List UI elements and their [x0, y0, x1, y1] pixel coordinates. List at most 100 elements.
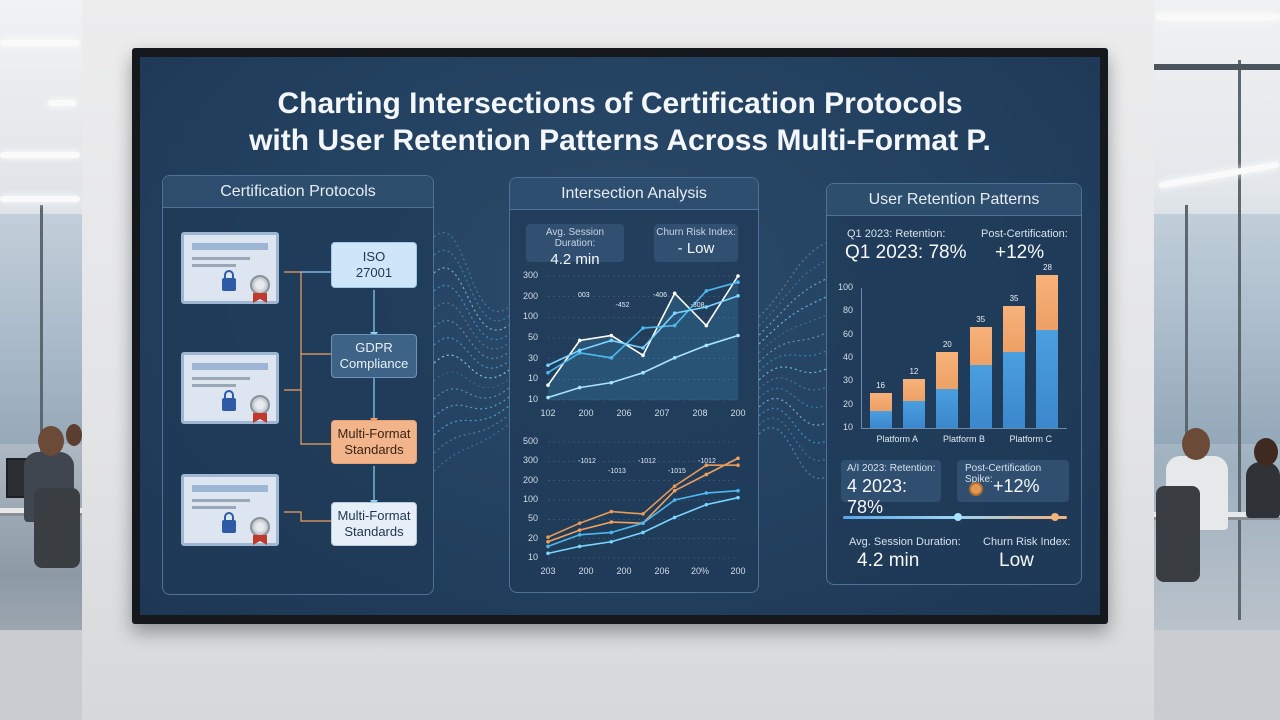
ceiling-light	[48, 100, 76, 106]
mfs2-node-line2: Standards	[344, 524, 404, 539]
data-point	[641, 530, 645, 535]
y-tick-label: 10	[527, 394, 538, 404]
certificate-card[interactable]	[181, 232, 279, 304]
multi-format-standards-node-2[interactable]: Multi-Format Standards	[331, 502, 417, 546]
ceiling-light	[0, 152, 80, 158]
x-tick-label: 203	[540, 566, 556, 576]
y-tick-label: 300	[522, 455, 538, 466]
multi-format-standards-node[interactable]: Multi-Format Standards	[331, 420, 417, 464]
y-tick-label: 200	[522, 474, 538, 485]
retention-slider-handle[interactable]	[954, 513, 962, 521]
x-tick-label: 208	[692, 408, 708, 418]
point-label: -452	[615, 302, 630, 309]
data-stream-line	[433, 354, 510, 379]
gdpr-compliance-node[interactable]: GDPR Compliance	[331, 334, 417, 378]
data-stream-line	[433, 396, 510, 418]
point-label: -406	[653, 292, 668, 299]
bar-value-label: 12	[909, 367, 919, 376]
retention-summary-label: A/I 2023: Retention:	[847, 463, 936, 474]
x-tick-label: 206	[654, 566, 670, 576]
y-tick-label: 100	[522, 494, 538, 504]
y-tick-label: 50	[527, 513, 538, 524]
data-point	[672, 323, 677, 328]
spike-label: Post-Certification Spike:	[965, 463, 1042, 485]
iso-27001-node[interactable]: ISO 27001	[331, 242, 417, 288]
data-stream-line	[758, 332, 827, 363]
data-stream-line	[758, 296, 827, 345]
data-point	[641, 512, 645, 516]
mfs2-node-line1: Multi-Format	[337, 508, 411, 523]
data-point	[609, 380, 614, 385]
data-point	[704, 463, 709, 467]
window-frame	[1185, 205, 1188, 455]
data-stream-line	[758, 417, 827, 462]
office-chair	[1156, 486, 1200, 582]
data-stream-line	[433, 405, 510, 436]
churn-risk-label: Churn Risk Index:	[656, 227, 736, 238]
intersection-analysis-header: Intersection Analysis	[510, 178, 758, 210]
office-worker-head	[1182, 428, 1210, 460]
ceiling-light	[0, 196, 80, 202]
data-point	[641, 346, 645, 350]
series-area	[548, 276, 738, 400]
category-label: Platform C	[1009, 434, 1053, 444]
data-point	[546, 544, 550, 549]
post-certification-value: +12%	[995, 242, 1045, 263]
data-point	[736, 294, 740, 298]
x-tick-label: 20%	[690, 566, 709, 576]
x-tick-label: 200	[616, 566, 632, 576]
data-stream-line	[433, 302, 510, 350]
data-point	[672, 291, 677, 296]
certification-protocols-panel: Certification Protocols	[162, 175, 434, 595]
bar-segment-top	[1003, 306, 1026, 353]
x-tick-label: 102	[540, 408, 556, 418]
office-worker-head	[1254, 438, 1278, 466]
retention-summary-box: A/I 2023: Retention: 4 2023: 78%	[841, 460, 941, 517]
gdpr-node-line2: Compliance	[339, 356, 409, 371]
data-stream-line	[758, 350, 827, 372]
lock-icon	[222, 512, 236, 533]
churn-risk-value-right: Low	[999, 550, 1034, 571]
user-retention-header: User Retention Patterns	[827, 184, 1081, 216]
data-point	[609, 338, 614, 343]
data-stream-line	[433, 337, 510, 369]
iso-node-line1: ISO	[362, 249, 386, 264]
data-point	[641, 353, 645, 358]
data-stream-line	[758, 377, 827, 391]
y-tick-label: 20	[842, 398, 853, 409]
data-point	[704, 289, 709, 293]
bar-value-label: 16	[876, 381, 885, 390]
data-point	[736, 495, 740, 500]
data-stream-line	[758, 260, 827, 327]
point-label: -308	[690, 302, 705, 309]
data-point	[672, 484, 677, 488]
data-point	[577, 544, 582, 549]
data-point	[641, 521, 645, 525]
window-frame	[40, 205, 43, 455]
bar-segment-top	[969, 327, 992, 365]
gdpr-node-line1: GDPR	[355, 340, 393, 355]
floor	[1154, 630, 1280, 720]
certification-protocols-header: Certification Protocols	[163, 176, 433, 208]
office-worker	[1246, 462, 1280, 518]
data-point	[546, 363, 550, 368]
data-point	[672, 515, 677, 520]
data-stream-line	[758, 366, 827, 381]
series-line	[547, 496, 739, 555]
certificate-card[interactable]	[181, 352, 279, 424]
ceiling-light	[0, 40, 80, 46]
data-point	[736, 488, 740, 493]
churn-risk-value: - Low	[677, 240, 715, 257]
retention-slider-handle-end[interactable]	[1051, 513, 1059, 521]
right-window	[1154, 214, 1280, 444]
bar-segment-base	[969, 365, 992, 428]
y-tick-label: 100	[837, 282, 853, 292]
x-tick-label: 200	[578, 566, 594, 576]
data-stream-line	[433, 319, 510, 360]
avg-session-value-right: 4.2 min	[857, 550, 920, 571]
ceiling-light	[1156, 14, 1280, 20]
mfs-node-line2: Standards	[344, 442, 404, 457]
certificate-card[interactable]	[181, 474, 279, 546]
title-line-2: with User Retention Patterns Across Mult…	[249, 124, 991, 157]
data-point	[641, 326, 645, 330]
